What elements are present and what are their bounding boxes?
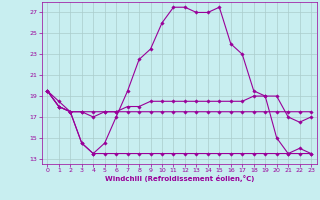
X-axis label: Windchill (Refroidissement éolien,°C): Windchill (Refroidissement éolien,°C) xyxy=(105,175,254,182)
